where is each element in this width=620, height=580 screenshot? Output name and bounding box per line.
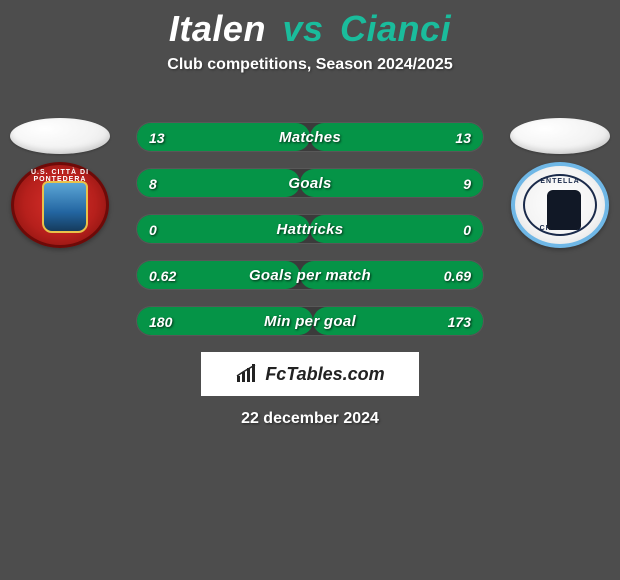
stat-label: Matches bbox=[137, 123, 483, 151]
player1-club-badge: U.S. CITTÀ DI PONTEDERA bbox=[11, 162, 109, 248]
player2-name: Cianci bbox=[340, 8, 451, 49]
date-label: 22 december 2024 bbox=[0, 410, 620, 428]
player2-avatar-block: ENTELLA CHIAVARI bbox=[500, 118, 620, 248]
player2-club-name-top: ENTELLA bbox=[515, 178, 605, 185]
comparison-card: Italen vs Cianci Club competitions, Seas… bbox=[0, 0, 620, 580]
stat-row: 1313Matches bbox=[136, 122, 484, 152]
subtitle: Club competitions, Season 2024/2025 bbox=[0, 56, 620, 74]
stat-row: 180173Min per goal bbox=[136, 306, 484, 336]
stat-label: Hattricks bbox=[137, 215, 483, 243]
chart-icon bbox=[235, 364, 259, 384]
stat-label: Goals per match bbox=[137, 261, 483, 289]
stat-label: Goals bbox=[137, 169, 483, 197]
brand-text: FcTables.com bbox=[265, 364, 384, 385]
stat-row: 89Goals bbox=[136, 168, 484, 198]
stat-row: 0.620.69Goals per match bbox=[136, 260, 484, 290]
page-title: Italen vs Cianci bbox=[0, 0, 620, 50]
stats-panel: 1313Matches 89Goals 00Hattricks 0.620.69Goa… bbox=[136, 122, 484, 352]
brand-box: FcTables.com bbox=[201, 352, 419, 396]
player1-avatar-block: U.S. CITTÀ DI PONTEDERA bbox=[0, 118, 120, 248]
player1-head-icon bbox=[10, 118, 110, 154]
vs-separator: vs bbox=[282, 8, 323, 49]
player2-head-icon bbox=[510, 118, 610, 154]
player2-club-badge: ENTELLA CHIAVARI bbox=[511, 162, 609, 248]
stat-label: Min per goal bbox=[137, 307, 483, 335]
stat-row: 00Hattricks bbox=[136, 214, 484, 244]
player1-club-name: U.S. CITTÀ DI PONTEDERA bbox=[14, 169, 106, 183]
player1-name: Italen bbox=[169, 8, 266, 49]
player2-club-name-bottom: CHIAVARI bbox=[515, 225, 605, 232]
